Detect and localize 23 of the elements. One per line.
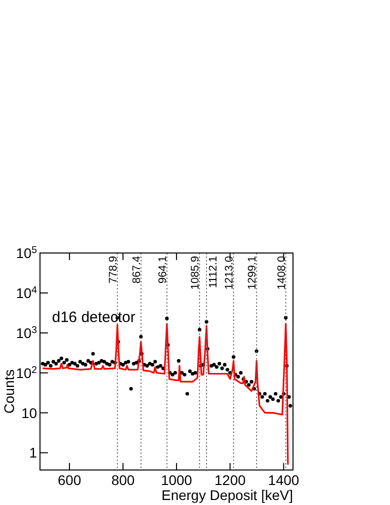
ref-line-label: 1112.1: [208, 256, 220, 288]
y-axis-title: Counts: [1, 369, 17, 414]
y-tick-label: 10$^{3}$: [16, 324, 38, 341]
ref-line-label: 778.9: [107, 256, 120, 284]
ref-line-label: 1213.0: [224, 256, 236, 290]
x-tick-label: 600: [58, 472, 82, 488]
x-axis-title: Energy Deposit [keV]: [161, 487, 293, 503]
y-tick-label: 10$^{5}$: [16, 244, 38, 261]
ref-line-label: 964.1: [156, 256, 169, 284]
y-tick-label: 1: [29, 444, 38, 461]
y-tick-label: 10$^{2}$: [16, 364, 37, 381]
x-tick-label: 800: [111, 472, 135, 488]
x-tick-label: 1400: [268, 472, 300, 488]
line-series: [42, 322, 289, 466]
ref-line-label: 1299.1: [246, 256, 259, 290]
y-tick-label: 10: [21, 404, 38, 421]
ref-line-label: 1085.9: [190, 256, 202, 290]
x-tick-label: 1000: [160, 472, 192, 488]
ref-line-label: 1408.0: [276, 256, 288, 290]
ref-line-label: 867.4: [131, 256, 144, 284]
x-tick-label: 1200: [214, 472, 246, 488]
annotation: d16 detector: [52, 309, 136, 326]
y-tick-label: 10$^{4}$: [16, 284, 38, 301]
